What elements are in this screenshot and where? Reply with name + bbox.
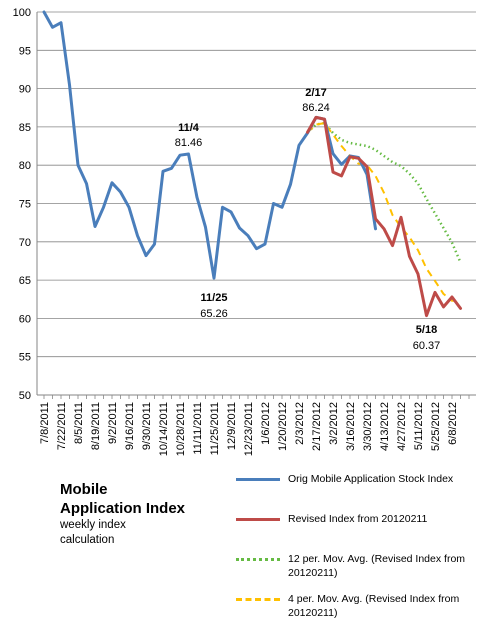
axes — [36, 12, 476, 399]
x-tick-label: 8/5/2011 — [73, 402, 85, 444]
title-line-1: Mobile — [60, 481, 108, 498]
x-tick-label: 11/11/2011 — [192, 402, 204, 455]
x-tick-label: 9/30/2011 — [141, 402, 153, 450]
y-tick-label: 50 — [19, 390, 31, 402]
y-tick-label: 100 — [13, 7, 31, 19]
series-line-2 — [306, 121, 462, 263]
legend-swatch-orig — [236, 478, 280, 481]
annotation-value: 60.37 — [413, 340, 441, 352]
series-line-1 — [306, 115, 462, 318]
gridlines — [37, 11, 476, 396]
title-line-2: Application Index — [60, 500, 186, 517]
x-tick-label: 7/8/2011 — [39, 402, 51, 444]
subtitle-line-1: weekly index — [60, 519, 126, 531]
x-tick-label: 2/17/2012 — [311, 402, 323, 451]
legend-item-orig: Orig Mobile Application Stock Index — [234, 464, 484, 494]
legend-label-ma4: 4 per. Mov. Avg. (Revised Index from 201… — [288, 593, 460, 619]
x-tick-label: 3/16/2012 — [345, 402, 357, 451]
annotation-value: 65.26 — [200, 308, 228, 320]
legend-item-ma4: 4 per. Mov. Avg. (Revised Index from 201… — [234, 584, 484, 619]
subtitle-line-2: calculation — [60, 534, 115, 546]
x-tick-label: 10/28/2011 — [175, 402, 187, 456]
annotation-date: 5/18 — [416, 324, 437, 336]
y-tick-label: 60 — [19, 313, 31, 325]
x-tick-label: 8/19/2011 — [90, 402, 102, 450]
y-tick-label: 70 — [19, 237, 31, 249]
y-tick-label: 55 — [19, 352, 31, 364]
legend-swatch-ma12 — [236, 558, 280, 561]
y-tick-labels: 50 55 60 65 70 75 80 85 90 95 100 — [13, 7, 31, 402]
x-tick-label: 6/8/2012 — [447, 402, 459, 445]
x-tick-label: 4/27/2012 — [396, 402, 408, 451]
x-tick-label: 12/23/2011 — [243, 402, 255, 456]
x-tick-label: 12/9/2011 — [226, 402, 238, 450]
y-tick-label: 80 — [19, 160, 31, 172]
x-tick-label: 5/11/2012 — [413, 402, 425, 450]
legend-swatch-ma4 — [236, 598, 280, 601]
annotation-date: 11/25 — [201, 292, 228, 304]
x-tick-label: 3/30/2012 — [362, 402, 374, 451]
x-tick-label: 7/22/2011 — [56, 402, 68, 450]
annotations: 11/4 81.46 11/25 65.26 2/17 86.24 5/18 60.37 — [175, 87, 441, 352]
legend-swatch-revised — [236, 518, 280, 521]
annotation-date: 2/17 — [305, 87, 326, 99]
x-tick-label: 5/25/2012 — [430, 402, 442, 451]
x-tick-label: 2/3/2012 — [294, 402, 306, 445]
y-tick-label: 65 — [19, 275, 31, 287]
annotation-date: 11/4 — [178, 122, 200, 134]
x-tick-label: 1/20/2012 — [277, 402, 289, 451]
x-tick-label: 3/2/2012 — [328, 402, 340, 445]
legend-item-ma12: 12 per. Mov. Avg. (Revised Index from 20… — [234, 544, 484, 579]
y-tick-label: 90 — [19, 84, 31, 96]
legend-label-orig: Orig Mobile Application Stock Index — [288, 473, 454, 485]
chart-title-block: Mobile Application Index weekly index ca… — [60, 480, 185, 548]
y-tick-label: 95 — [19, 45, 31, 57]
legend: Orig Mobile Application Stock Index Revi… — [234, 464, 484, 619]
x-tick-label: 9/16/2011 — [124, 402, 136, 450]
x-tick-label: 4/13/2012 — [379, 402, 391, 451]
legend-item-revised: Revised Index from 20120211 — [234, 504, 484, 534]
x-tick-label: 11/25/2011 — [209, 402, 221, 455]
x-tick-label: 9/2/2011 — [107, 402, 119, 444]
annotation-value: 86.24 — [302, 102, 330, 114]
x-tick-label: 10/14/2011 — [158, 402, 170, 456]
series-line-3 — [306, 122, 461, 302]
annotation-value: 81.46 — [175, 137, 203, 149]
x-tick-label: 1/6/2012 — [260, 402, 272, 445]
y-tick-label: 85 — [19, 122, 31, 134]
y-tick-label: 75 — [19, 199, 31, 211]
legend-label-ma12: 12 per. Mov. Avg. (Revised Index from 20… — [288, 553, 466, 579]
legend-label-revised: Revised Index from 20120211 — [288, 513, 428, 525]
series-line-0 — [42, 10, 377, 280]
x-tick-labels: 7/8/2011 7/22/2011 8/5/2011 8/19/2011 9/2/20… — [39, 402, 459, 456]
series-lines — [42, 10, 462, 318]
